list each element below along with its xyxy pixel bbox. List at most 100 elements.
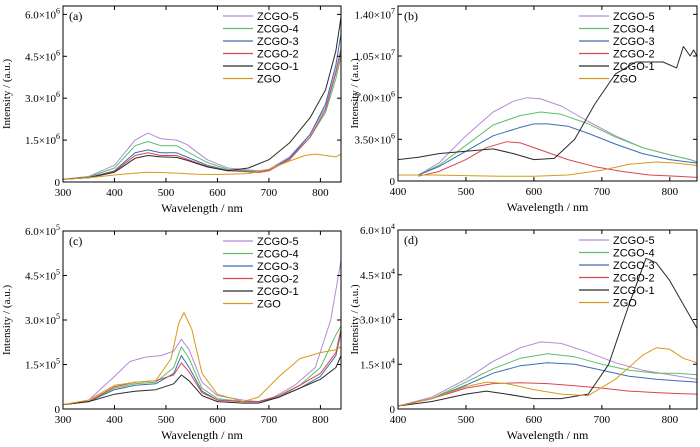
panel-3: 300 400 500 600 700 800 0 1.5×105 3.0×105 4.5×105… <box>1 223 342 442</box>
y-tick-label: 3.0×105 <box>25 312 60 327</box>
panel-2: 400 500 600 700 800 0 3.50×106 7.00×106 1.05×107… <box>349 5 698 214</box>
series-group <box>398 257 697 407</box>
series-group <box>398 46 697 178</box>
y-tick-label: 1.40×107 <box>355 6 395 21</box>
legend-entry: ZCGO-2 <box>257 274 299 286</box>
legend-entry: ZCGO-3 <box>257 261 299 273</box>
legend-entry: ZCGO-2 <box>257 49 299 61</box>
x-axis-label: Wavelength / nm <box>161 428 243 442</box>
series-line-zcgo-4 <box>398 353 697 407</box>
x-tick-label: 500 <box>458 186 475 198</box>
series-line-zcgo-3 <box>63 33 341 180</box>
x-tick-label: 800 <box>662 186 679 198</box>
legend-entry: ZCGO-5 <box>613 11 655 23</box>
series-line-zcgo-2 <box>398 382 697 407</box>
y-axis-label: Intensity / (a.u.) <box>1 285 13 356</box>
y-tick-label: 4.5×105 <box>25 268 60 283</box>
panel-label: (a) <box>69 9 82 23</box>
y-tick-label: 0 <box>55 404 61 416</box>
y-tick-label: 1.05×107 <box>355 48 395 63</box>
legend-entry: ZCGO-4 <box>257 24 299 36</box>
legend-entry: ZCGO-3 <box>613 260 655 272</box>
series-line-zcgo-2 <box>418 141 697 178</box>
y-axis-label: Intensity / (a.u.) <box>349 284 361 355</box>
x-tick-label: 500 <box>158 187 175 199</box>
y-tick-label: 1.5×104 <box>360 356 395 371</box>
panel-4: 400 500 600 700 800 0 1.5×104 3.0×104 4.5×104 6.0… <box>349 222 698 442</box>
legend-entry: ZGO <box>257 74 281 86</box>
legend-entry: ZCGO-4 <box>257 249 299 261</box>
x-tick-label: 700 <box>261 187 278 199</box>
x-tick-label: 600 <box>526 414 543 426</box>
series-line-zcgo-5 <box>398 341 697 407</box>
series-group <box>63 260 341 406</box>
y-tick-label: 1.5×106 <box>25 132 60 147</box>
series-line-zcgo-1 <box>398 46 697 161</box>
x-tick-label: 600 <box>526 186 543 198</box>
y-tick-label: 6.0×105 <box>25 223 60 238</box>
x-tick-label: 400 <box>106 187 123 199</box>
series-line-zcgo-1 <box>63 17 341 180</box>
series-line-zcgo-5 <box>418 97 697 176</box>
x-tick-label: 600 <box>209 414 226 426</box>
x-tick-label: 500 <box>158 414 175 426</box>
series-line-zgo <box>398 161 697 177</box>
x-tick-label: 300 <box>55 414 72 426</box>
y-tick-label: 6.0×104 <box>360 222 395 237</box>
panel-label: (d) <box>404 233 418 247</box>
plot-frame <box>62 5 342 183</box>
y-tick-label: 3.50×106 <box>355 131 395 146</box>
series-line-zgo <box>398 347 697 407</box>
legend-entry: ZCGO-1 <box>613 61 655 73</box>
legend-entry: ZCGO-5 <box>257 236 299 248</box>
x-tick-label: 300 <box>55 187 72 199</box>
series-line-zcgo-5 <box>63 260 341 406</box>
series-line-zcgo-4 <box>63 56 341 180</box>
legend-entry: ZCGO-2 <box>613 273 655 285</box>
series-line-zcgo-1 <box>398 257 697 407</box>
series-group <box>63 17 341 180</box>
y-tick-label: 0 <box>390 404 396 416</box>
legend-entry: ZGO <box>613 298 637 310</box>
legend-entry: ZGO <box>613 74 637 86</box>
legend-entry: ZCGO-2 <box>613 49 655 61</box>
x-tick-label: 700 <box>594 186 611 198</box>
x-tick-label: 800 <box>662 414 679 426</box>
x-tick-label: 800 <box>312 187 329 199</box>
legend-entry: ZCGO-4 <box>613 248 655 260</box>
y-tick-label: 4.5×104 <box>360 267 395 282</box>
x-tick-label: 500 <box>458 414 475 426</box>
y-tick-label: 7.00×106 <box>355 90 395 105</box>
panel-label: (b) <box>404 9 418 23</box>
x-tick-label: 800 <box>312 414 329 426</box>
legend-entry: ZCGO-1 <box>257 61 299 73</box>
legend-entry: ZCGO-1 <box>257 286 299 298</box>
x-tick-label: 700 <box>261 414 278 426</box>
legend-entry: ZCGO-5 <box>257 11 299 23</box>
x-tick-label: 700 <box>594 414 611 426</box>
x-axis-label: Wavelength / nm <box>507 200 589 214</box>
y-tick-label: 0 <box>390 176 396 188</box>
plot-frame <box>397 5 698 182</box>
y-axis-label: Intensity / (a.u.) <box>1 59 13 130</box>
x-axis-label: Wavelength / nm <box>161 201 243 215</box>
legend-entry: ZCGO-3 <box>613 36 655 48</box>
y-tick-label: 4.5×106 <box>25 48 60 63</box>
y-tick-label: 1.5×105 <box>25 357 60 372</box>
y-axis-label: Intensity / (a.u.) <box>349 58 361 129</box>
series-line-zcgo-3 <box>398 362 697 407</box>
y-tick-label: 0 <box>55 177 61 189</box>
legend-entry: ZGO <box>257 299 281 311</box>
y-tick-label: 3.0×106 <box>25 90 60 105</box>
legend-entry: ZCGO-4 <box>613 24 655 36</box>
series-line-zcgo-1 <box>63 355 341 406</box>
series-line-zcgo-3 <box>63 331 341 406</box>
x-tick-label: 400 <box>390 414 407 426</box>
y-tick-label: 3.0×104 <box>360 312 395 327</box>
panel-1: 300 400 500 600 700 800 0 1.5×106 3.0×106 4.5×106… <box>1 5 342 215</box>
